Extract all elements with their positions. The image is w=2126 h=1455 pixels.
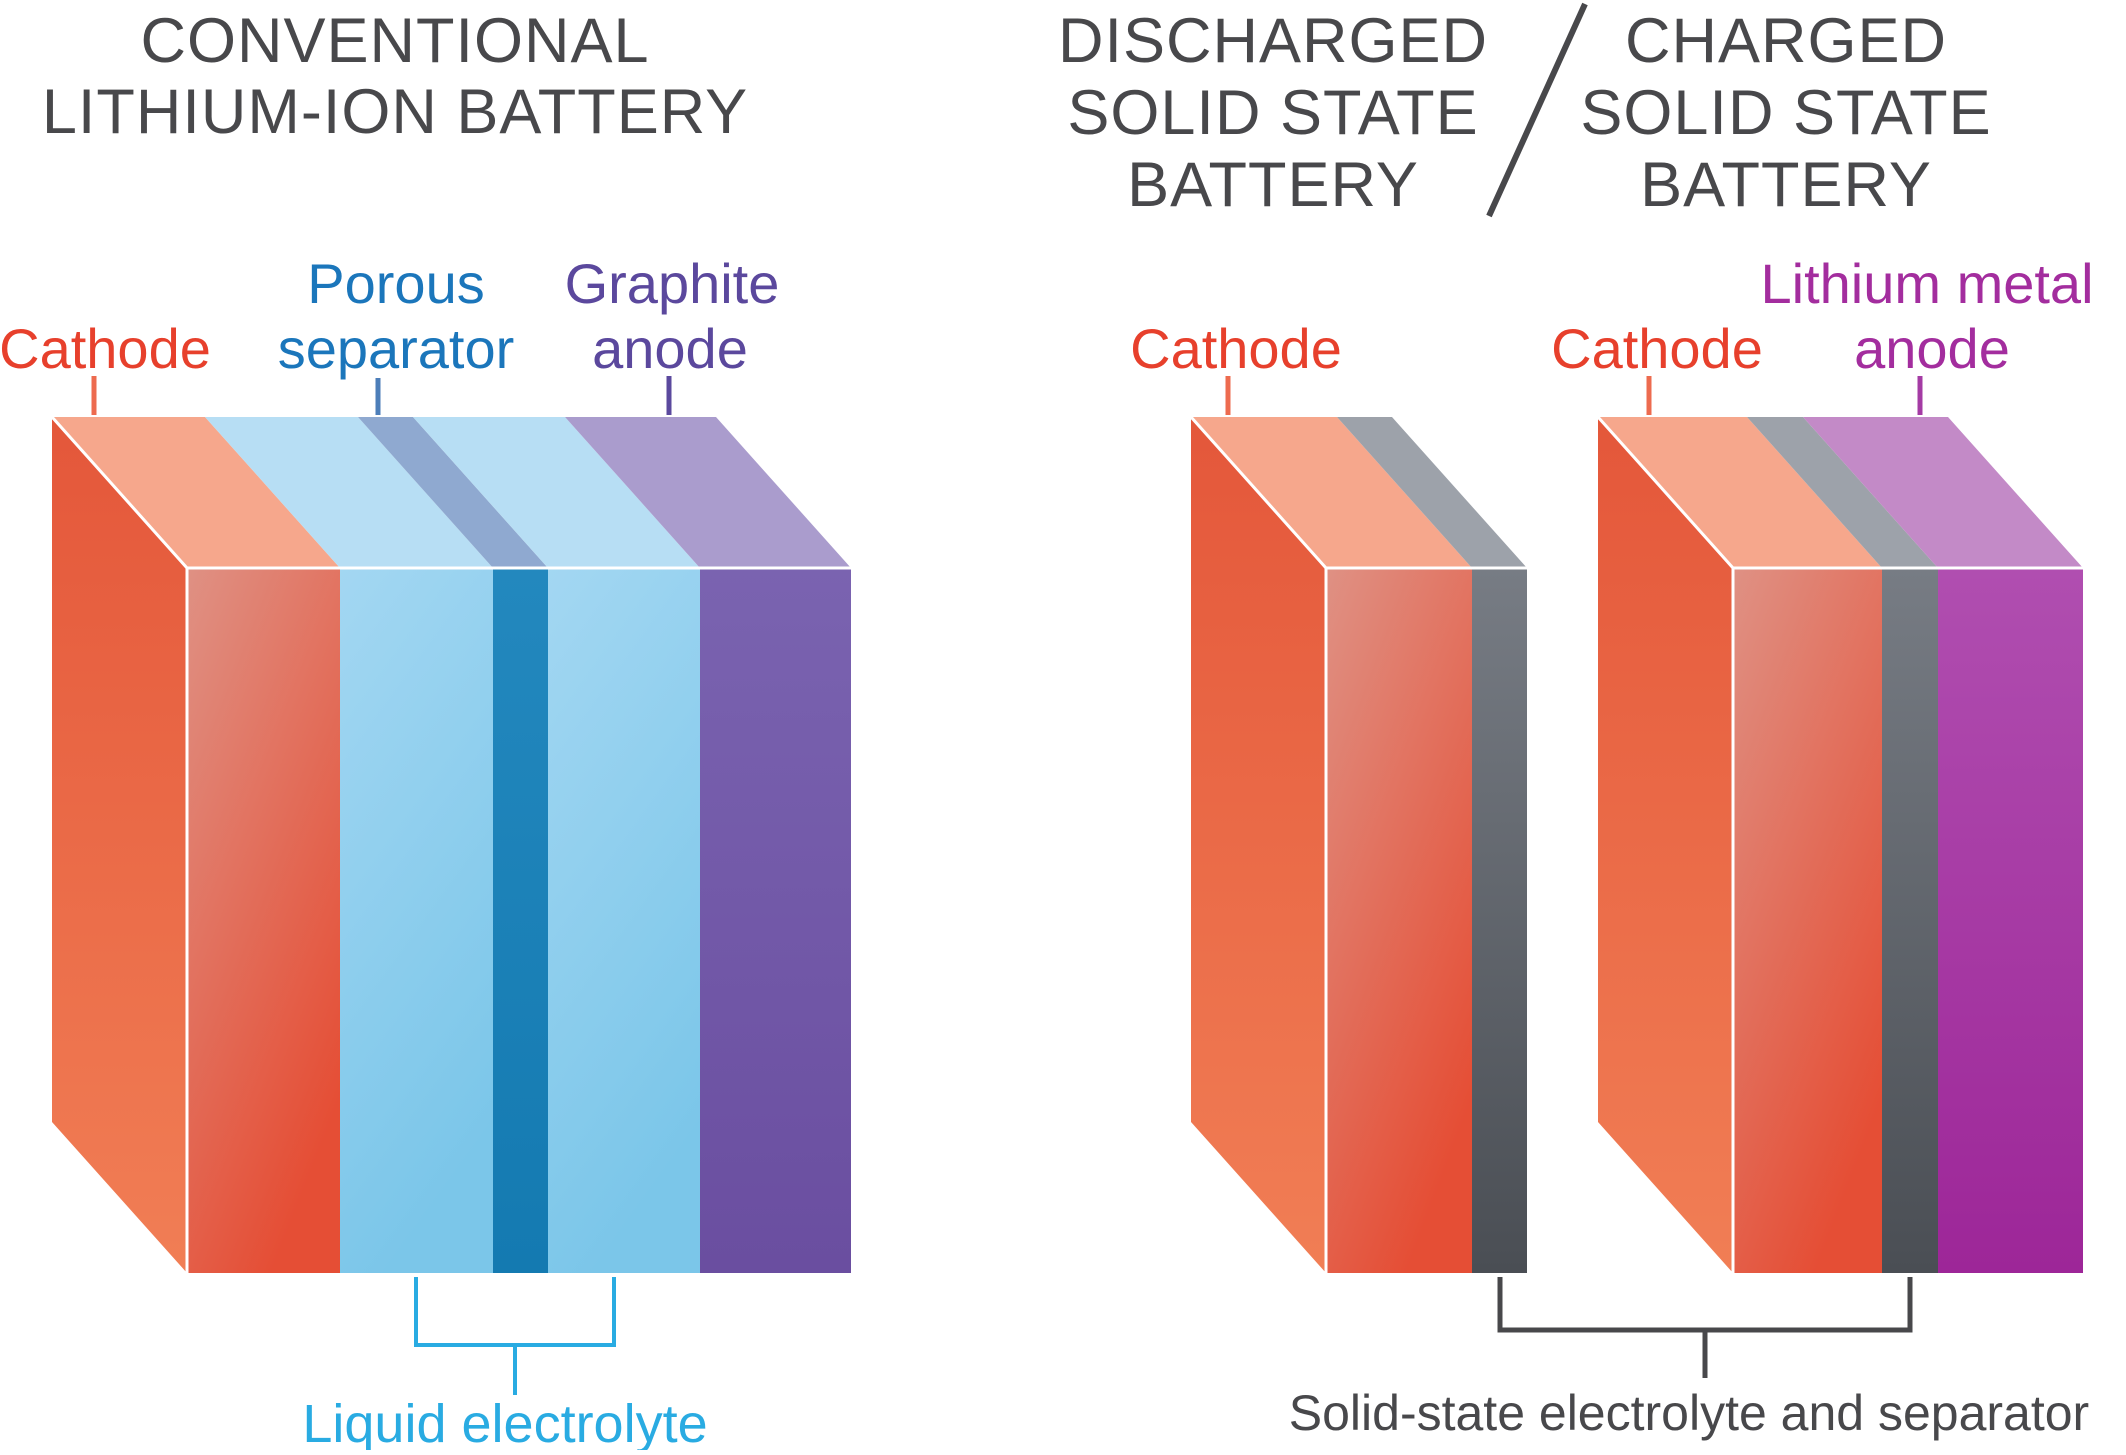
lib-electrolyte-top-face-2 [413,417,700,568]
solid-state-electrolyte-bracket [1497,1277,1913,1378]
discharged-title-line3: BATTERY [1127,150,1419,220]
lithium-metal-anode-label-line1: Lithium metal [1760,252,2093,315]
charged-solid-state-battery [1596,416,2083,1273]
ssb-c-anode-front-face [1938,568,2083,1273]
graphite-anode-label-line1: Graphite [565,252,780,315]
lib-cathode-front-face [187,568,340,1273]
cathode-label-charged: Cathode [1551,317,1763,380]
porous-separator-label-line2: separator [278,317,515,380]
ssb-c-cathode-front-face [1733,568,1882,1273]
ssb-c-anode-top-face [1803,417,2083,568]
left-title-line2: LITHIUM-ION BATTERY [42,77,748,147]
lib-anode-front-face [700,568,851,1273]
ssb-d-edge-highlight [1189,416,1527,1273]
lithium-metal-anode-label-line2: anode [1854,317,2010,380]
discharged-title-line2: SOLID STATE [1067,78,1478,148]
lib-separator-front-face [493,568,548,1273]
ssb-d-cathode-front-face [1326,568,1472,1273]
ssb-c-cathode-top-face [1598,417,1882,568]
charged-title-line2: SOLID STATE [1580,78,1991,148]
ssb-d-electrolyte-front-face [1472,568,1527,1273]
ssb-c-electrolyte-front-face [1882,568,1938,1273]
lib-electrolyte-front-face-1 [340,568,493,1273]
liquid-electrolyte-label: Liquid electrolyte [302,1394,707,1450]
lib-electrolyte-front-face-2 [548,568,700,1273]
lib-edge-highlight [50,416,851,1273]
ssb-c-cathode-side-face [1598,417,1733,1273]
lib-separator-top-face [358,417,548,568]
ssb-c-edge-highlight [1596,416,2083,1273]
cathode-label-discharged: Cathode [1130,317,1342,380]
discharged-title-line1: DISCHARGED [1058,6,1488,76]
lib-cathode-side-face [52,417,187,1273]
ssb-d-cathode-side-face [1191,417,1326,1273]
lithium-ion-battery [50,416,851,1273]
charged-title-line3: BATTERY [1640,150,1932,220]
graphite-anode-label-line2: anode [592,317,748,380]
ssb-d-cathode-top-face [1191,417,1472,568]
lib-cathode-top-face [52,417,340,568]
left-title-line1: CONVENTIONAL [140,6,649,76]
ssb-d-electrolyte-top-face [1337,417,1527,568]
ssb-c-electrolyte-top-face [1747,417,1938,568]
lib-anode-top-face [565,417,851,568]
title-slash-divider [1486,2,1588,218]
solid-state-electrolyte-label: Solid-state electrolyte and separator [1289,1385,2089,1441]
porous-separator-label-line1: Porous [307,252,484,315]
liquid-electrolyte-bracket [414,1277,616,1395]
cathode-label-left: Cathode [0,317,211,380]
discharged-solid-state-battery [1189,416,1527,1273]
lib-electrolyte-top-face-1 [205,417,493,568]
charged-title-line1: CHARGED [1625,6,1947,76]
